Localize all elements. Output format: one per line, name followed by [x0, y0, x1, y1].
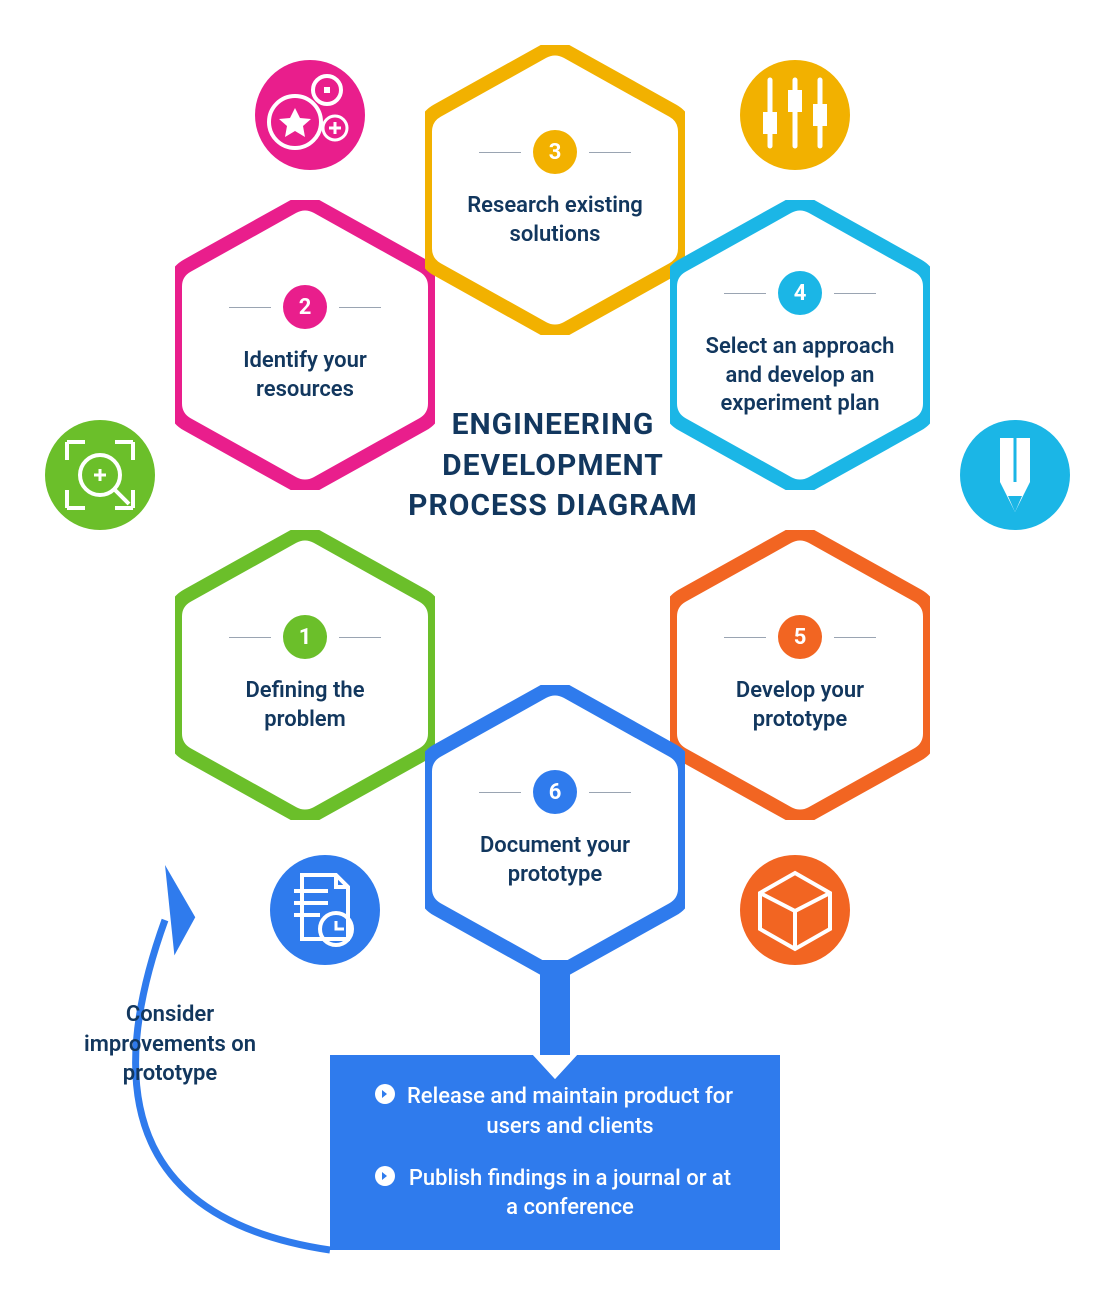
output-item-2: Publish findings in a journal or at a co…	[375, 1164, 735, 1223]
output-item-1-text: Release and maintain product for users a…	[405, 1082, 735, 1141]
bullet-arrow-icon	[375, 1166, 395, 1186]
down-arrow-connector	[533, 960, 577, 1079]
output-item-2-text: Publish findings in a journal or at a co…	[405, 1164, 735, 1223]
bullet-arrow-icon	[375, 1084, 395, 1104]
output-item-1: Release and maintain product for users a…	[375, 1082, 735, 1141]
diagram-canvas: ENGINEERING DEVELOPMENT PROCESS DIAGRAM …	[0, 0, 1106, 1295]
feedback-label: Consider improvements on prototype	[70, 1000, 270, 1089]
output-box: Release and maintain product for users a…	[330, 1055, 780, 1250]
